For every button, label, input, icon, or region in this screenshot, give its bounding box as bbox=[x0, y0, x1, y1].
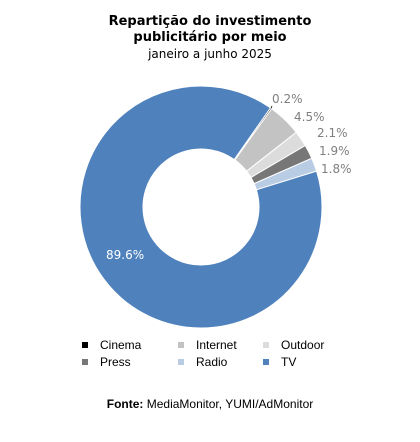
legend-item-internet: Internet bbox=[178, 338, 237, 352]
legend-item-press: Press bbox=[82, 355, 131, 369]
data-label-radio: 1.8% bbox=[321, 162, 352, 176]
data-label-press: 1.9% bbox=[319, 144, 350, 158]
legend-label: Cinema bbox=[100, 338, 142, 352]
legend-item-cinema: Cinema bbox=[82, 338, 141, 352]
data-label-outdoor: 2.1% bbox=[317, 126, 348, 140]
legend-item-outdoor: Outdoor bbox=[263, 338, 324, 352]
legend-swatch bbox=[263, 359, 269, 365]
data-label-tv: 89.6% bbox=[106, 248, 144, 262]
source-note: Fonte: MediaMonitor, YUMI/AdMonitor bbox=[0, 397, 420, 411]
legend-swatch bbox=[263, 342, 269, 348]
legend-item-radio: Radio bbox=[178, 355, 227, 369]
legend-swatch bbox=[82, 342, 88, 348]
chart-subtitle: janeiro a junho 2025 bbox=[148, 47, 272, 61]
legend-label: Press bbox=[100, 355, 131, 369]
source-label: Fonte: bbox=[106, 397, 144, 411]
slice-tv bbox=[79, 85, 323, 329]
legend-label: Radio bbox=[196, 355, 228, 369]
legend-item-tv: TV bbox=[263, 355, 296, 369]
legend-swatch bbox=[178, 342, 184, 348]
legend-swatch bbox=[82, 359, 88, 365]
leader-line-cinema bbox=[270, 105, 273, 109]
legend-label: TV bbox=[281, 355, 297, 369]
legend-swatch bbox=[178, 359, 184, 365]
legend-label: Internet bbox=[196, 338, 237, 352]
legend-label: Outdoor bbox=[281, 338, 325, 352]
data-label-cinema: 0.2% bbox=[272, 92, 303, 106]
data-label-internet: 4.5% bbox=[294, 110, 325, 124]
chart-title-line1: Repartição do investimento bbox=[108, 14, 312, 29]
chart-title-line2: publicitário por meio bbox=[133, 30, 287, 45]
source-text: MediaMonitor, YUMI/AdMonitor bbox=[146, 397, 314, 411]
